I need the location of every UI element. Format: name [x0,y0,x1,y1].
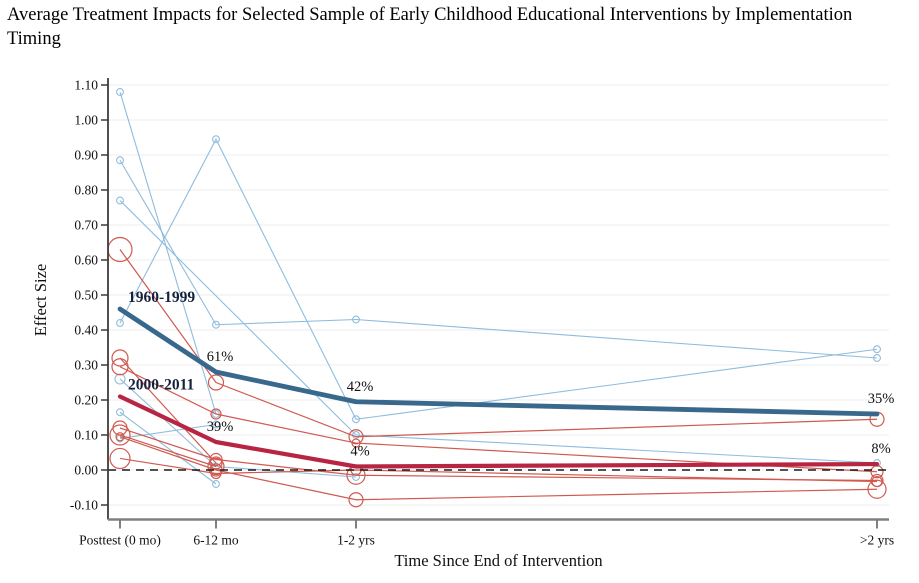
y-tick-label: 0.60 [74,253,98,268]
series-label: 1960-1999 [128,289,195,306]
x-tick-label: 6-12 mo [193,533,239,548]
percent-annotation: 39% [207,419,234,435]
percent-annotation: 8% [871,441,890,457]
study-line [119,436,878,501]
study-marker [348,492,364,508]
study-marker [210,467,222,480]
study-line [119,457,878,483]
study-marker [871,475,883,488]
average-line [117,394,880,469]
y-tick-label: 0.20 [74,393,98,408]
study-marker [352,473,360,481]
x-tick-label: 1-2 yrs [337,533,375,548]
percent-annotation: 35% [868,391,895,407]
study-marker [212,320,220,329]
study-line [119,200,878,464]
percent-annotation: 4% [350,444,369,460]
study-marker [351,438,361,448]
study-line [119,411,217,485]
y-tick-label: 0.50 [74,288,98,303]
study-line [119,366,878,473]
y-tick-label: 0.70 [74,218,98,233]
y-tick-label: 0.30 [74,358,98,373]
study-marker [207,457,225,476]
study-line [119,434,217,468]
study-marker [212,480,220,488]
series-label: 2000-2011 [128,377,194,394]
y-tick-label: 1.00 [74,113,98,128]
y-tick-label: 0.10 [74,428,98,443]
study-marker [867,479,887,499]
study-marker [212,135,220,144]
average-line [117,306,880,417]
study-marker [111,358,129,376]
x-axis-title: Time Since End of Intervention [394,551,602,570]
study-marker [109,447,131,470]
study-line [119,138,878,420]
y-tick-label: 0.90 [74,148,98,163]
study-marker [115,432,125,442]
y-tick-label: -0.10 [70,498,98,513]
study-marker [109,424,131,446]
y-tick-label: 1.10 [74,78,98,93]
chart-title: Average Treatment Impacts for Selected S… [7,5,853,49]
study-marker [352,315,360,324]
y-tick-label: 0.00 [74,463,98,478]
study-marker [209,452,223,467]
study-line [119,159,878,359]
study-marker [210,408,222,420]
study-line [119,357,217,464]
study-marker [873,345,881,354]
percent-annotation: 42% [347,379,374,395]
y-tick-label: 0.40 [74,323,98,338]
study-line [119,249,878,438]
study-marker [114,373,126,385]
study-marker [212,420,220,429]
study-marker [873,354,881,362]
study-marker [116,408,124,417]
study-line [119,91,217,415]
y-tick-label: 0.80 [74,183,98,198]
x-tick-label: >2 yrs [860,533,894,548]
study-marker [348,429,364,445]
study-marker [116,156,124,165]
study-marker [212,410,220,418]
percent-annotation: 61% [207,349,234,365]
y-axis-title: Effect Size [31,264,50,337]
study-marker [116,319,124,327]
study-marker [207,374,225,391]
study-marker [116,196,124,205]
study-marker [352,415,360,424]
study-line [119,427,878,482]
study-marker [111,349,129,367]
study-line [119,423,217,440]
study-marker [116,88,124,96]
x-tick-label: Posttest (0 mo) [79,533,161,548]
